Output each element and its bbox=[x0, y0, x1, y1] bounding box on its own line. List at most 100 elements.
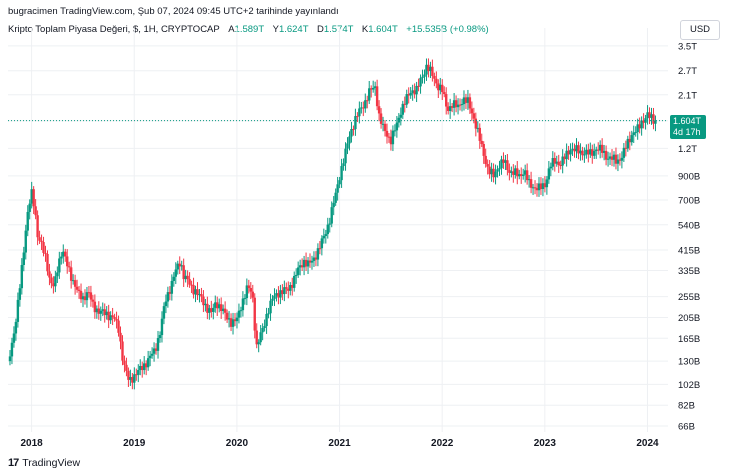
candle bbox=[595, 146, 598, 159]
candle bbox=[654, 115, 657, 132]
x-tick-label: 2021 bbox=[328, 438, 351, 449]
candle bbox=[162, 302, 166, 325]
candle bbox=[640, 116, 643, 136]
candle bbox=[543, 176, 547, 193]
candle bbox=[646, 105, 649, 125]
candle bbox=[366, 95, 369, 109]
candle bbox=[310, 255, 314, 270]
candle bbox=[608, 152, 612, 166]
candle bbox=[531, 183, 535, 195]
candle bbox=[279, 284, 282, 305]
candle bbox=[182, 258, 185, 287]
candle bbox=[312, 251, 316, 267]
candle bbox=[334, 188, 337, 206]
candle bbox=[73, 274, 77, 295]
y-tick-label: 130B bbox=[678, 357, 700, 368]
candle bbox=[624, 140, 628, 157]
candle bbox=[291, 277, 294, 296]
candle bbox=[26, 205, 29, 237]
candle bbox=[358, 101, 361, 124]
symbol-title[interactable]: Kripto Toplam Piyasa Değeri, $, 1H, CRYP… bbox=[8, 24, 220, 35]
candle bbox=[229, 313, 233, 332]
candle bbox=[454, 95, 458, 113]
candle bbox=[508, 163, 511, 181]
candle bbox=[405, 89, 408, 108]
candle bbox=[429, 61, 432, 79]
candle bbox=[200, 287, 203, 303]
candle bbox=[535, 183, 539, 197]
candle bbox=[69, 260, 73, 289]
low-value: 1.574T bbox=[323, 24, 354, 35]
time-axis: 2018 2019 2020 2021 2022 2023 2024 bbox=[20, 438, 659, 449]
candle bbox=[468, 93, 472, 114]
candle bbox=[298, 259, 302, 276]
candle bbox=[419, 74, 422, 94]
candle bbox=[622, 143, 626, 162]
chart-grid bbox=[8, 28, 668, 432]
x-tick-label: 2019 bbox=[123, 438, 146, 449]
candle bbox=[40, 234, 43, 251]
candle bbox=[549, 162, 553, 177]
candle bbox=[476, 121, 479, 133]
candle bbox=[644, 114, 647, 130]
candle bbox=[364, 93, 367, 113]
candle bbox=[411, 84, 414, 101]
candle bbox=[462, 90, 466, 111]
candle bbox=[214, 295, 217, 313]
candle bbox=[547, 161, 551, 184]
last-price-value: 1.604T bbox=[673, 115, 702, 126]
candle bbox=[143, 356, 146, 375]
candle bbox=[239, 306, 243, 318]
candle bbox=[448, 98, 452, 119]
candle bbox=[172, 272, 176, 287]
candle bbox=[99, 306, 102, 321]
y-tick-label: 205B bbox=[678, 313, 700, 324]
candle bbox=[330, 201, 333, 228]
candle bbox=[458, 98, 462, 111]
candle bbox=[158, 331, 162, 343]
candle bbox=[245, 278, 249, 306]
candle bbox=[464, 93, 468, 110]
candle bbox=[81, 292, 85, 308]
candle bbox=[164, 294, 168, 314]
candle bbox=[30, 181, 33, 209]
brand-name: TradingView bbox=[22, 457, 81, 469]
candle bbox=[174, 262, 177, 285]
candle bbox=[144, 360, 148, 376]
candle bbox=[28, 199, 31, 220]
candle bbox=[320, 235, 324, 256]
candle bbox=[223, 301, 227, 321]
candle bbox=[277, 286, 280, 305]
candle bbox=[423, 69, 426, 84]
candle bbox=[456, 98, 460, 115]
currency-button[interactable]: USD bbox=[680, 20, 720, 40]
candle bbox=[650, 107, 653, 125]
candlestick-series bbox=[8, 58, 657, 390]
candle bbox=[593, 143, 596, 160]
candle bbox=[85, 286, 89, 308]
candle bbox=[210, 300, 213, 318]
candle bbox=[492, 163, 495, 183]
candle bbox=[119, 326, 122, 350]
candle bbox=[466, 89, 470, 110]
candle bbox=[123, 355, 126, 373]
candle bbox=[399, 107, 403, 126]
candle bbox=[91, 294, 95, 308]
candle bbox=[413, 83, 416, 99]
candle bbox=[504, 154, 507, 170]
candle bbox=[8, 350, 12, 366]
candle bbox=[598, 140, 602, 159]
candle bbox=[352, 125, 355, 136]
candle bbox=[431, 59, 434, 82]
candle bbox=[54, 270, 57, 293]
candle bbox=[445, 87, 448, 115]
candle bbox=[630, 130, 633, 146]
candle bbox=[101, 302, 104, 317]
candle bbox=[66, 249, 69, 274]
candle bbox=[433, 72, 436, 87]
candle bbox=[409, 87, 412, 99]
tradingview-brand[interactable]: 17 TradingView bbox=[8, 457, 80, 469]
candle bbox=[591, 144, 594, 164]
candle bbox=[368, 80, 371, 104]
